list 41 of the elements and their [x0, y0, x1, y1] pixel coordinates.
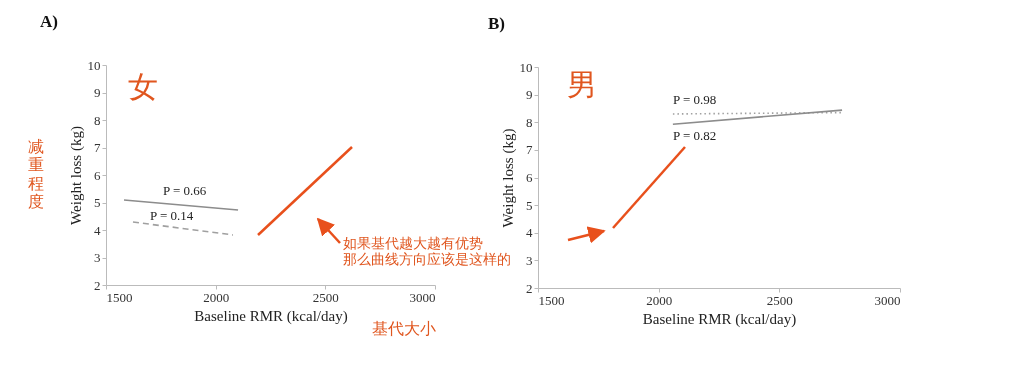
y-tick-label: 10 [519, 59, 533, 75]
chart-title: B) [488, 14, 505, 33]
y-tick-label: 7 [94, 140, 101, 155]
annotation: P = 0.82 [673, 128, 717, 144]
x-axis-title: Baseline RMR (kcal/day) [194, 307, 348, 325]
annotation: 如果基代越大越有优势那么曲线方向应该是这样的 [343, 235, 511, 268]
annotation: P = 0.98 [673, 92, 717, 108]
x-tick-label: 3000 [409, 289, 436, 305]
y-tick-label: 4 [94, 222, 101, 238]
y-tick-label: 4 [526, 225, 533, 241]
y-tick-label: 9 [94, 85, 101, 100]
x-tick-label: 3000 [874, 292, 901, 308]
chart-title: A) [40, 12, 58, 31]
x-tick-label: 2000 [646, 292, 673, 308]
y-axis-title: Weight loss (kg) [499, 128, 517, 228]
y-tick-label: 6 [526, 170, 533, 185]
annotation: P = 0.14 [150, 208, 194, 224]
annotation: P = 0.66 [163, 183, 207, 199]
y-axis-title: Weight loss (kg) [67, 126, 85, 225]
y-tick-label: 10 [87, 57, 101, 73]
y-tick-label: 3 [94, 250, 101, 265]
x-tick-label: 1500 [106, 289, 133, 305]
y-tick-label: 8 [526, 114, 533, 130]
x-tick-label: 2500 [766, 292, 793, 308]
x-tick-label: 2000 [203, 289, 230, 305]
y-tick-label: 2 [94, 277, 101, 293]
annotation: 男 [567, 67, 597, 103]
x-tick-label: 2500 [312, 289, 339, 305]
text: 基代大小 [372, 319, 436, 339]
annotation: 女 [128, 69, 158, 105]
x-axis-title: Baseline RMR (kcal/day) [642, 310, 797, 328]
y-tick-label: 5 [526, 197, 533, 213]
y-tick-label: 6 [94, 167, 101, 183]
y-tick-label: 2 [526, 280, 533, 296]
y-tick-label: 8 [94, 112, 101, 128]
text: 减重程度 [28, 137, 44, 212]
y-tick-label: 5 [94, 195, 101, 210]
y-tick-label: 9 [526, 87, 533, 103]
y-tick-label: 3 [526, 252, 533, 268]
y-tick-label: 7 [526, 142, 533, 158]
x-tick-label: 1500 [538, 292, 565, 308]
